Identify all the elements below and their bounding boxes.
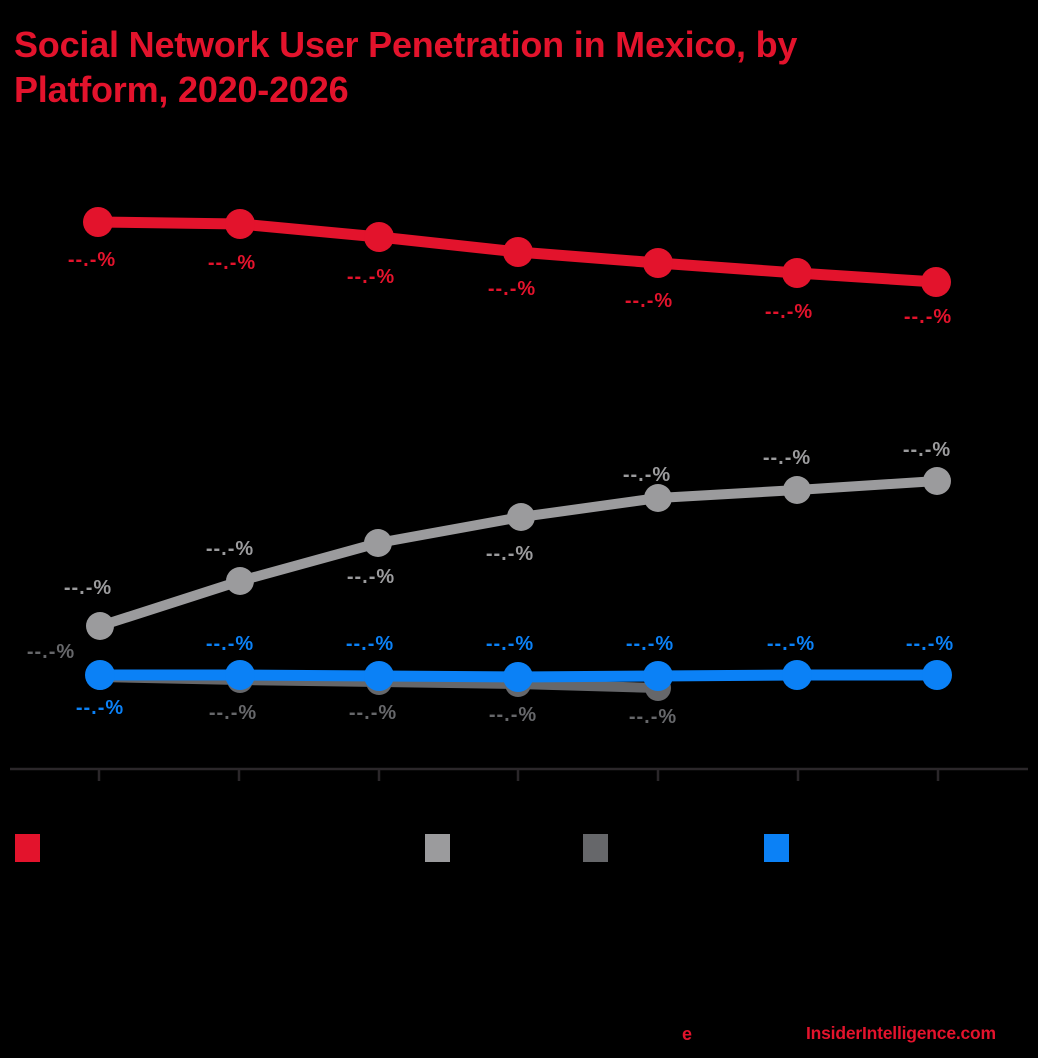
light_gray-data-point xyxy=(783,476,811,504)
light_gray-value-label: --.-% xyxy=(206,538,254,560)
red-value-label: --.-% xyxy=(765,301,813,323)
red-value-label: --.-% xyxy=(488,278,536,300)
blue-data-point xyxy=(503,662,533,692)
light_gray-value-label: --.-% xyxy=(347,566,395,588)
red-value-label: --.-% xyxy=(68,249,116,271)
red-data-point xyxy=(503,237,533,267)
blue-data-point xyxy=(643,661,673,691)
blue-value-label: --.-% xyxy=(206,633,254,655)
light_gray-value-label: --.-% xyxy=(486,543,534,565)
blue-value-label: --.-% xyxy=(626,633,674,655)
light_gray-value-label: --.-% xyxy=(763,447,811,469)
blue-value-label: --.-% xyxy=(767,633,815,655)
blue-data-point xyxy=(85,660,115,690)
dark_gray-value-label: --.-% xyxy=(209,702,257,724)
dark_gray-value-label: --.-% xyxy=(27,641,75,663)
chart-title: Social Network User Penetration in Mexic… xyxy=(14,24,798,110)
red-data-point xyxy=(225,209,255,239)
dark_gray-value-label: --.-% xyxy=(629,706,677,728)
red-data-point xyxy=(921,267,951,297)
blue-data-point xyxy=(782,660,812,690)
light_gray-value-label: --.-% xyxy=(623,464,671,486)
red-value-label: --.-% xyxy=(904,306,952,328)
light_gray-data-point xyxy=(226,567,254,595)
light_gray-data-point xyxy=(923,467,951,495)
red-value-label: --.-% xyxy=(208,252,256,274)
red-data-point xyxy=(643,248,673,278)
insiderintelligence-site-text: InsiderIntelligence.com xyxy=(806,1023,996,1043)
blue-value-label: --.-% xyxy=(906,633,954,655)
legend-swatch-dark_gray xyxy=(583,834,608,862)
blue-data-point xyxy=(364,661,394,691)
red-data-point xyxy=(83,207,113,237)
light_gray-data-point xyxy=(86,612,114,640)
light_gray-data-point xyxy=(644,484,672,512)
source-emarketer-e: e xyxy=(682,1024,693,1044)
legend-swatch-light_gray xyxy=(425,834,450,862)
red-data-point xyxy=(782,258,812,288)
legend-swatch-red xyxy=(15,834,40,862)
blue-data-point xyxy=(225,660,255,690)
dark_gray-value-label: --.-% xyxy=(489,704,537,726)
light_gray-value-label: --.-% xyxy=(903,439,951,461)
legend-swatch-blue xyxy=(764,834,789,862)
light_gray-data-point xyxy=(364,529,392,557)
blue-value-label: --.-% xyxy=(346,633,394,655)
light_gray-value-label: --.-% xyxy=(64,577,112,599)
red-value-label: --.-% xyxy=(625,290,673,312)
blue-data-point xyxy=(922,660,952,690)
blue-value-label: --.-% xyxy=(76,697,124,719)
dark_gray-value-label: --.-% xyxy=(349,702,397,724)
light_gray-data-point xyxy=(507,503,535,531)
red-data-point xyxy=(364,222,394,252)
red-value-label: --.-% xyxy=(347,266,395,288)
blue-value-label: --.-% xyxy=(486,633,534,655)
